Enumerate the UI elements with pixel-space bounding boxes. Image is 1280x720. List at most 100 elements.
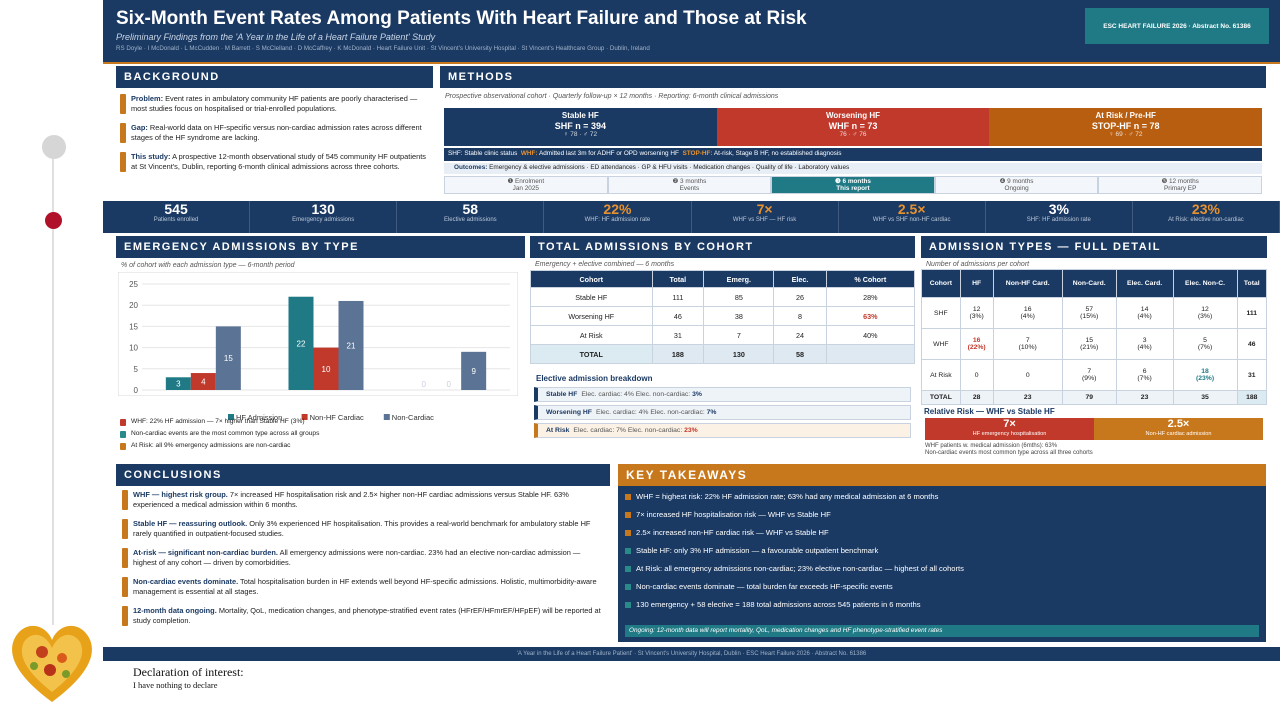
table-header-cell: Elec. Non-C.	[1172, 269, 1238, 298]
table-header-cell: Non-Card.	[1061, 269, 1117, 298]
background-heading: BACKGROUND	[116, 66, 433, 88]
timeline-step-label: ❺ 12 months	[1161, 178, 1199, 185]
conclusion-item: At-risk — significant non-cardiac burden…	[122, 547, 604, 568]
table-cell: 6 (7%)	[1115, 359, 1174, 391]
table-cell: 28	[959, 390, 994, 405]
table-row: TOTAL 28 23 79 23 35 188	[921, 390, 1268, 405]
takeaway-item: At Risk: all emergency admissions non-ca…	[625, 564, 1259, 573]
conclusion-item-text: At-risk — significant non-cardiac burden…	[133, 548, 604, 568]
bar	[338, 300, 364, 390]
background-item-text: Problem: Event rates in ambulatory commu…	[131, 94, 429, 114]
kpi-value: 130	[311, 201, 335, 217]
grey-dot	[42, 135, 66, 159]
table-row: At Risk 0 0 7 (9%) 6 (7%) 18 (23%) 31	[921, 359, 1268, 391]
methods-subtitle: Prospective observational cohort · Quart…	[445, 93, 779, 100]
cohort-name: At Risk / Pre-HF	[1095, 111, 1156, 120]
note-marker	[120, 418, 126, 426]
background-item-text: This study: A prospective 12-month obser…	[131, 152, 429, 172]
detail-foot-1: WHF patients w. medical admission (6mths…	[925, 443, 1058, 449]
background-item-lead: This study:	[131, 151, 171, 161]
timeline-step-label: ❸ 6 months	[835, 178, 871, 185]
bullet-marker	[120, 151, 126, 172]
outcomes-line: Outcomes: Emergency & elective admission…	[444, 163, 1262, 174]
conclusions-heading: CONCLUSIONS	[116, 464, 610, 486]
emergency-note: WHF: 22% HF admission — 7× higher than S…	[120, 418, 520, 427]
kpi-tile: 23% At Risk: elective non-cardiac	[1133, 201, 1280, 233]
legend-label: Non-Cardiac	[392, 413, 434, 422]
conclusions-section: CONCLUSIONS WHF — highest risk group. 7×…	[116, 464, 610, 642]
timeline-step-sub: Events	[679, 185, 700, 192]
table-cell: 63%	[825, 306, 916, 326]
table-header-cell: Emerg.	[703, 270, 775, 288]
kpi-label: Emergency admissions	[292, 217, 355, 223]
table-row: TOTAL 188 130 58	[530, 344, 916, 364]
table-header-cell: Non-HF Card.	[992, 269, 1063, 298]
takeaway-item: 2.5× increased non-HF cardiac risk — WHF…	[625, 528, 1259, 537]
kpi-label: Patients enrolled	[153, 217, 199, 223]
legend-swatch	[383, 414, 390, 420]
cohort-n: SHF n = 394	[554, 121, 606, 131]
table-header-row: Cohort Total Emerg. Elec.% Cohort	[530, 270, 916, 288]
takeaways-heading: KEY TAKEAWAYS	[618, 464, 1266, 486]
table-cell: 7 (10%)	[992, 328, 1063, 360]
elective-row: Worsening HF Elec. cardiac: 4% Elec. non-…	[534, 405, 911, 420]
table-cell: 40%	[825, 325, 916, 345]
y-tick-label: 0	[134, 386, 139, 395]
bullet-marker	[625, 547, 631, 554]
emergency-notes: WHF: 22% HF admission — 7× higher than S…	[120, 418, 520, 454]
emergency-subtitle: % of cohort with each admission type — 6…	[121, 262, 295, 269]
timeline-step: ❺ 12 months Primary EP	[1098, 176, 1262, 194]
bar-value-label: 15	[224, 354, 233, 363]
y-tick-label: 10	[129, 344, 138, 353]
table-cell: 15 (21%)	[1061, 328, 1117, 360]
table-cell: 111	[651, 287, 705, 307]
table-cell: 46	[1236, 328, 1268, 360]
bar	[215, 326, 241, 390]
y-tick-label: 20	[129, 301, 138, 310]
conclusion-item-lead: Stable HF — reassuring outlook.	[133, 518, 248, 528]
poster-subtitle: Preliminary Findings from the 'A Year in…	[116, 32, 436, 42]
elective-cohort: At Risk	[546, 427, 570, 434]
bullet-marker	[122, 547, 128, 568]
background-item-body: Event rates in ambulatory community HF p…	[131, 94, 418, 113]
elective-text: Elec. cardiac: 7% Elec. non-cardiac:	[573, 427, 685, 434]
cohort-definitions: SHF: Stable clinic status WHF: Admitted …	[444, 148, 1262, 161]
timeline-step-label: ❷ 3 months	[672, 178, 707, 185]
takeaway-text: Stable HF: only 3% HF admission — a favo…	[636, 546, 879, 555]
conclusion-item: WHF — highest risk group. 7× increased H…	[122, 490, 604, 510]
timeline-step: ❷ 3 months Events	[607, 176, 772, 194]
cohort-sex-split: ♀ 78 · ♂ 72	[563, 131, 598, 138]
cohort-n: STOP-HF n = 78	[1091, 121, 1160, 131]
kpi-label: WHF vs SHF — HF risk	[732, 217, 797, 223]
table-row: At Risk 31 7 24 40%	[530, 325, 916, 345]
timeline-step-sub: Jan 2025	[512, 185, 539, 192]
elective-cohort: Worsening HF	[546, 409, 592, 416]
bar-value-label: 10	[322, 365, 331, 374]
table-cell: 111	[1236, 297, 1268, 329]
conclusion-item: Stable HF — reassuring outlook. Only 3% …	[122, 518, 604, 539]
takeaway-text: WHF = highest risk: 22% HF admission rat…	[636, 492, 939, 501]
red-dot	[45, 212, 62, 229]
table-cell: Stable HF	[530, 287, 653, 307]
timeline-step-label: ❶ Enrolment	[507, 178, 545, 185]
bar-value-label: 22	[297, 339, 306, 348]
kpi-value: 23%	[1191, 201, 1220, 217]
table-cell: 14 (4%)	[1115, 297, 1174, 329]
table-cell: 23	[1115, 390, 1174, 405]
conclusion-item-body: All emergency admissions were non-cardia…	[133, 547, 581, 567]
relative-risk-label: HF emergency hospitalisation	[972, 431, 1047, 437]
timeline-step-sub: Primary EP	[1164, 185, 1197, 192]
legend-swatch	[301, 414, 308, 420]
bar	[288, 296, 314, 390]
table-cell: 31	[1236, 359, 1268, 391]
background-list: Problem: Event rates in ambulatory commu…	[116, 88, 433, 187]
kpi-value: 22%	[603, 201, 632, 217]
table-header-cell: Elec.	[773, 270, 827, 288]
elective-value: 3%	[692, 391, 702, 398]
conclusion-item-body: Total hospitalisation burden in HF exten…	[133, 576, 597, 596]
takeaway-item: 130 emergency + 58 elective = 188 total …	[625, 600, 1259, 609]
table-cell: 18 (23%)	[1172, 359, 1238, 391]
kpi-value: 7×	[756, 201, 773, 217]
bullet-marker	[625, 565, 631, 572]
table-cell: 38	[703, 306, 775, 326]
